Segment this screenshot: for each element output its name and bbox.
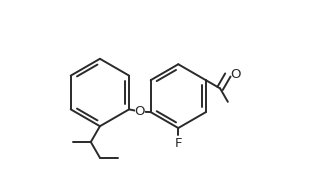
Text: F: F [174, 137, 182, 150]
Text: O: O [135, 105, 145, 118]
Text: O: O [230, 68, 240, 81]
